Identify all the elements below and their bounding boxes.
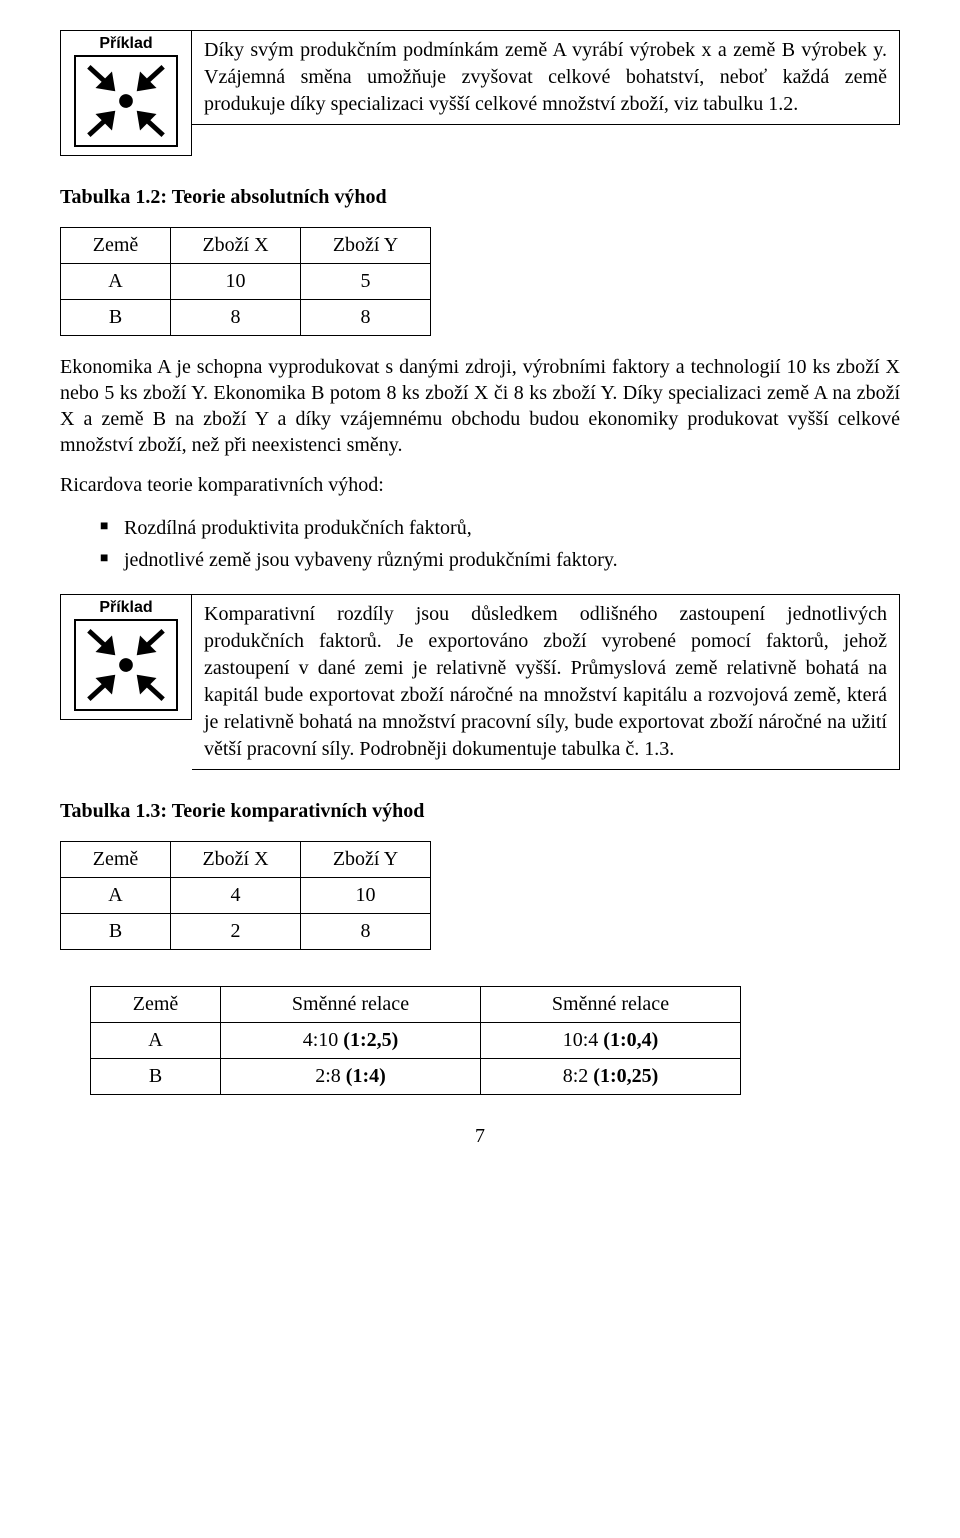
table-cell: 10 — [171, 264, 301, 300]
example-label: Příklad — [69, 599, 183, 617]
table-cell: 2 — [171, 914, 301, 950]
page: Příklad Díky svým prod — [0, 0, 960, 1188]
table-cell: A — [61, 264, 171, 300]
table-cell: B — [61, 300, 171, 336]
table-13a: Země Zboží X Zboží Y A 4 10 B 2 8 — [60, 841, 431, 950]
table-cell: 8:2 (1:0,25) — [481, 1059, 741, 1095]
table-cell: A — [91, 1023, 221, 1059]
table-caption-12: Tabulka 1.2: Teorie absolutních výhod — [60, 186, 900, 209]
table-13b: Země Směnné relace Směnné relace A 4:10 … — [90, 986, 741, 1095]
table-header: Směnné relace — [221, 987, 481, 1023]
table-header: Země — [91, 987, 221, 1023]
table-cell: 8 — [171, 300, 301, 336]
example-box-1: Příklad Díky svým prod — [60, 30, 900, 156]
example-text: Komparativní rozdíly jsou důsledkem odli… — [192, 594, 900, 770]
example-box-2: Příklad Komparativní r — [60, 594, 900, 770]
paragraph: Ekonomika A je schopna vyprodukovat s da… — [60, 354, 900, 458]
example-icon-cell: Příklad — [60, 30, 192, 156]
table-cell: B — [61, 914, 171, 950]
example-icon-cell: Příklad — [60, 594, 192, 720]
table-cell: 4:10 (1:2,5) — [221, 1023, 481, 1059]
table-caption-13: Tabulka 1.3: Teorie komparativních výhod — [60, 800, 900, 823]
table-cell: 4 — [171, 878, 301, 914]
table-header: Zboží Y — [301, 228, 431, 264]
table-cell: 8 — [301, 300, 431, 336]
table-cell: 2:8 (1:4) — [221, 1059, 481, 1095]
arrows-in-icon — [74, 55, 178, 147]
ricard-heading: Ricardova teorie komparativních výhod: — [60, 472, 900, 498]
table-header: Směnné relace — [481, 987, 741, 1023]
ricard-heading-text: Ricardova teorie komparativních výhod — [60, 474, 378, 496]
arrows-in-icon — [74, 619, 178, 711]
page-number: 7 — [60, 1125, 900, 1148]
table-cell: 10:4 (1:0,4) — [481, 1023, 741, 1059]
table-header: Zboží X — [171, 842, 301, 878]
table-header: Země — [61, 228, 171, 264]
table-12: Země Zboží X Zboží Y A 10 5 B 8 8 — [60, 227, 431, 336]
list-item: Rozdílná produktivita produkčních faktor… — [60, 512, 900, 544]
table-cell: 10 — [301, 878, 431, 914]
example-label: Příklad — [69, 35, 183, 53]
table-header: Zboží X — [171, 228, 301, 264]
table-header: Zboží Y — [301, 842, 431, 878]
table-cell: 8 — [301, 914, 431, 950]
table-cell: B — [91, 1059, 221, 1095]
example-text: Díky svým produkčním podmínkám země A vy… — [192, 30, 900, 125]
table-header: Země — [61, 842, 171, 878]
list-item: jednotlivé země jsou vybaveny různými pr… — [60, 544, 900, 576]
table-cell: 5 — [301, 264, 431, 300]
table-cell: A — [61, 878, 171, 914]
bullet-list: Rozdílná produktivita produkčních faktor… — [60, 512, 900, 576]
